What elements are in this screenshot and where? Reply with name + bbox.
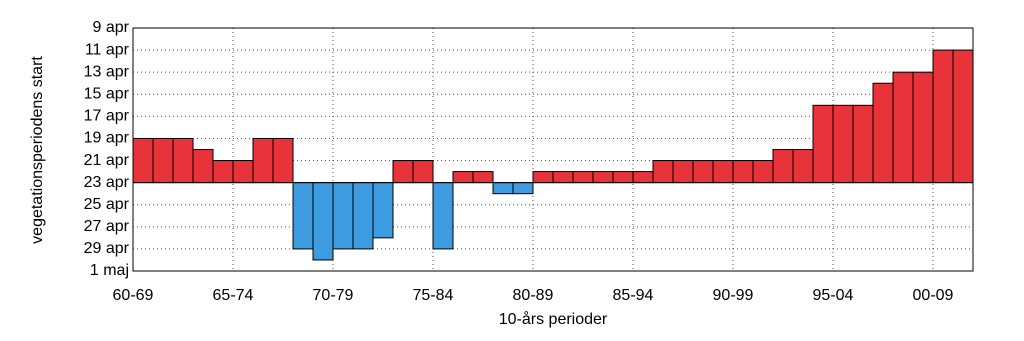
- bar: [592, 171, 614, 184]
- bar: [232, 160, 254, 184]
- x-tick-label: 70-79: [313, 287, 354, 304]
- x-axis-label: 10-års perioder: [499, 310, 608, 328]
- y-tick-label: 23 apr: [84, 174, 130, 191]
- bar: [272, 137, 294, 184]
- y-tick-label: 11 apr: [85, 41, 130, 58]
- bar: [452, 171, 474, 184]
- bar: [312, 182, 334, 261]
- x-tick-label: 90-99: [713, 287, 754, 304]
- bar: [932, 49, 954, 184]
- bar: [532, 171, 554, 184]
- bar: [912, 71, 934, 184]
- y-tick-label: 17 apr: [84, 108, 130, 125]
- x-tick-label: 60-69: [113, 287, 154, 304]
- bar: [432, 182, 454, 250]
- y-tick-label: 27 apr: [84, 218, 130, 235]
- bar: [892, 71, 914, 184]
- bar: [812, 104, 834, 184]
- bar: [192, 149, 214, 184]
- bar: [852, 104, 874, 184]
- bar: [752, 160, 774, 184]
- bar: [952, 49, 974, 184]
- bar: [372, 182, 394, 239]
- y-axis-label: vegetationsperiodens start: [29, 56, 46, 244]
- y-tick-label: 13 apr: [84, 63, 130, 80]
- plot-frame: [132, 27, 974, 272]
- bar: [472, 171, 494, 184]
- bar: [332, 182, 354, 250]
- bar: [292, 182, 314, 250]
- bar: [732, 160, 754, 184]
- x-tick-label: 95-04: [813, 287, 854, 304]
- bar: [832, 104, 854, 184]
- bar: [692, 160, 714, 184]
- bar: [512, 182, 534, 195]
- y-tick-label: 1 maj: [90, 262, 129, 279]
- bar: [352, 182, 374, 250]
- x-tick-label: 85-94: [613, 287, 654, 304]
- bar: [492, 182, 514, 195]
- bar: [412, 160, 434, 184]
- y-tick-label: 25 apr: [84, 196, 130, 213]
- bar: [632, 171, 654, 184]
- bar: [392, 160, 414, 184]
- bar: [672, 160, 694, 184]
- x-tick-label: 75-84: [413, 287, 454, 304]
- bar: [552, 171, 574, 184]
- x-tick-label: 00-09: [913, 287, 954, 304]
- y-tick-label: 15 apr: [84, 85, 130, 102]
- bar: [172, 137, 194, 184]
- bar: [252, 137, 274, 184]
- y-tick-label: 9 apr: [93, 19, 130, 36]
- bar: [872, 82, 894, 184]
- bar: [612, 171, 634, 184]
- bar: [572, 171, 594, 184]
- bar: [152, 137, 174, 184]
- y-tick-label: 19 apr: [84, 130, 130, 147]
- bar: [772, 149, 794, 184]
- bar: [712, 160, 734, 184]
- x-tick-label: 65-74: [213, 287, 254, 304]
- bar: [212, 160, 234, 184]
- bar: [652, 160, 674, 184]
- y-tick-label: 29 apr: [84, 240, 130, 257]
- x-tick-label: 80-89: [513, 287, 554, 304]
- bar: [792, 149, 814, 184]
- bar: [132, 137, 154, 184]
- y-tick-label: 21 apr: [84, 152, 130, 169]
